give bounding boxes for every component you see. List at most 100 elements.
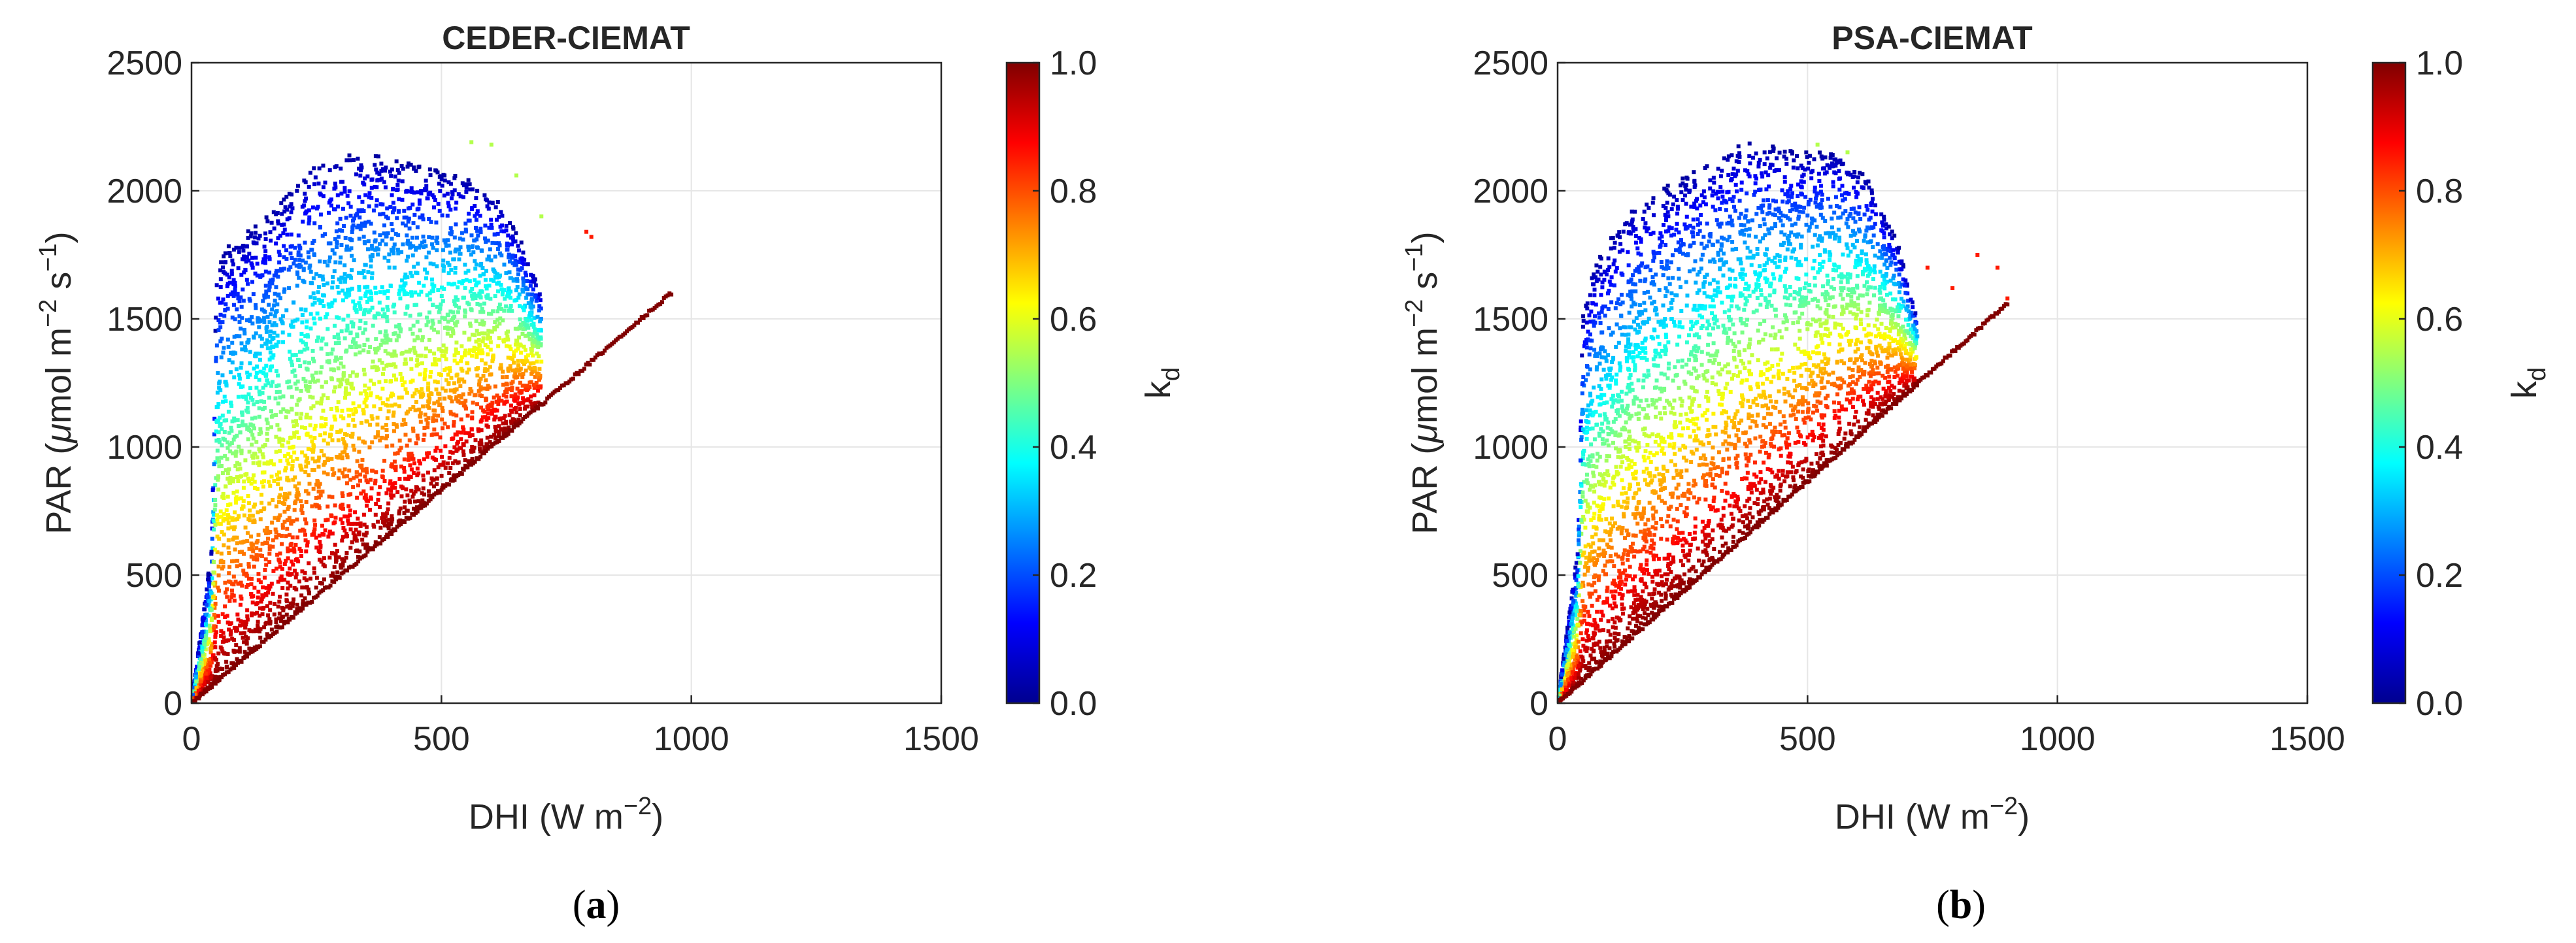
scatter-point xyxy=(210,603,215,608)
scatter-point xyxy=(284,308,289,312)
scatter-point xyxy=(378,330,382,335)
scatter-point xyxy=(286,556,290,561)
scatter-point xyxy=(320,365,324,369)
scatter-point xyxy=(286,440,291,445)
scatter-point xyxy=(269,220,274,225)
y-axis-label-a: PAR (μmol m−2 s−1) xyxy=(35,231,78,534)
scatter-point xyxy=(244,652,248,657)
scatter-point xyxy=(264,563,269,567)
scatter-point xyxy=(260,541,265,546)
scatter-point xyxy=(397,291,401,296)
scatter-point xyxy=(376,491,381,496)
scatter-point xyxy=(517,403,522,407)
scatter-point xyxy=(226,652,230,656)
scatter-point xyxy=(496,289,501,293)
scatter-point xyxy=(203,647,208,652)
scatter-point xyxy=(409,488,414,493)
scatter-point xyxy=(314,576,319,580)
scatter-point xyxy=(252,235,257,240)
scatter-point xyxy=(363,553,368,557)
scatter-point xyxy=(286,505,291,509)
scatter-point xyxy=(395,182,400,187)
scatter-point xyxy=(393,465,397,470)
scatter-point xyxy=(461,443,466,448)
scatter-point xyxy=(482,369,487,374)
scatter-point xyxy=(274,212,278,216)
scatter-point xyxy=(484,378,488,382)
scatter-point xyxy=(1731,341,1735,346)
scatter-point xyxy=(247,297,252,301)
scatter-point xyxy=(319,339,324,343)
scatter-point xyxy=(1602,278,1607,282)
scatter-point xyxy=(230,340,235,345)
scatter-point xyxy=(375,178,380,183)
scatter-point xyxy=(1601,367,1606,372)
scatter-point xyxy=(241,248,246,253)
scatter-point xyxy=(295,284,299,288)
scatter-point xyxy=(464,182,469,187)
scatter-point xyxy=(209,607,214,612)
chart-title-b: PSA-CIEMAT xyxy=(1832,20,2032,56)
scatter-point xyxy=(421,217,426,222)
scatter-point xyxy=(365,420,369,424)
scatter-point xyxy=(312,435,317,440)
scatter-point xyxy=(507,255,511,259)
scatter-point xyxy=(426,393,431,397)
scatter-point xyxy=(296,358,301,363)
scatter-point xyxy=(475,373,480,378)
scatter-point xyxy=(528,361,533,366)
scatter-point xyxy=(386,526,391,531)
scatter-point xyxy=(506,369,510,373)
scatter-point xyxy=(1590,657,1594,661)
scatter-point xyxy=(369,178,374,182)
scatter-point xyxy=(285,518,290,523)
scatter-point xyxy=(330,248,335,252)
scatter-point xyxy=(350,254,354,258)
scatter-point xyxy=(339,503,343,508)
scatter-point xyxy=(361,439,365,444)
scatter-point xyxy=(1617,361,1622,366)
scatter-point xyxy=(256,533,261,537)
scatter-point xyxy=(265,324,269,329)
scatter-point xyxy=(348,331,353,336)
scatter-point xyxy=(1638,325,1643,330)
scatter-point xyxy=(380,516,384,520)
scatter-point xyxy=(317,455,322,460)
scatter-point xyxy=(346,391,351,396)
scatter-point xyxy=(472,445,477,450)
scatter-point xyxy=(420,338,425,342)
scatter-point xyxy=(510,429,514,433)
scatter-point xyxy=(254,553,259,557)
scatter-point xyxy=(431,195,436,199)
scatter-point xyxy=(507,252,511,257)
scatter-point xyxy=(292,569,297,573)
scatter-point xyxy=(466,269,471,273)
scatter-point xyxy=(509,356,513,360)
scatter-point xyxy=(408,463,412,468)
scatter-point xyxy=(226,446,230,450)
scatter-point xyxy=(527,365,531,370)
scatter-point xyxy=(256,572,261,576)
scatter-point xyxy=(350,226,355,231)
scatter-point xyxy=(274,384,278,388)
scatter-point xyxy=(267,586,271,591)
scatter-point xyxy=(410,190,414,194)
scatter-point xyxy=(460,377,465,382)
scatter-point xyxy=(269,312,273,316)
scatter-point xyxy=(305,543,310,548)
scatter-point xyxy=(230,315,235,320)
scatter-point xyxy=(210,685,214,689)
scatter-point xyxy=(351,485,356,489)
scatter-point xyxy=(514,339,518,343)
scatter-point xyxy=(1703,542,1708,547)
scatter-point xyxy=(472,345,477,350)
scatter-point xyxy=(427,217,431,222)
scatter-point xyxy=(228,370,233,374)
scatter-point xyxy=(466,178,471,182)
scatter-point xyxy=(504,344,509,348)
scatter-point xyxy=(192,693,195,697)
scatter-point xyxy=(350,540,354,544)
scatter-point xyxy=(421,404,426,408)
scatter-point xyxy=(400,376,405,380)
scatter-point xyxy=(1607,521,1612,526)
